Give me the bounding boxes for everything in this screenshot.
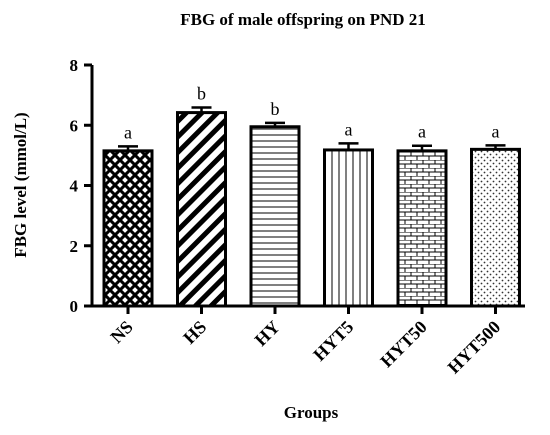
bar-group: a	[323, 119, 374, 308]
significance-label: a	[418, 122, 426, 142]
y-axis: 0 2 4 6 8	[70, 56, 94, 316]
x-tick-label: HS	[179, 317, 210, 348]
chart-title: FBG of male offspring on PND 21	[180, 10, 426, 29]
significance-label: a	[124, 122, 132, 142]
x-tick-label: HY	[251, 317, 284, 350]
bar-group: b	[176, 83, 227, 308]
x-axis-label: Groups	[284, 403, 339, 422]
x-tick-label: HYT500	[444, 317, 505, 378]
bar-group: b	[249, 99, 301, 308]
y-tick-label: 2	[70, 237, 79, 256]
y-tick-label: 0	[70, 297, 79, 316]
bar	[470, 147, 521, 308]
bar	[396, 149, 448, 308]
significance-label: b	[271, 99, 280, 119]
bar	[102, 149, 154, 308]
bar-group: a	[396, 122, 448, 308]
y-tick-label: 6	[70, 116, 79, 135]
x-axis: NS HS HY HYT5 HYT50 HYT500	[91, 304, 525, 378]
x-tick-label: NS	[106, 317, 136, 347]
x-tick-label: HYT50	[376, 317, 430, 371]
bar-group: a	[470, 121, 521, 308]
bars-group: a b b a a a	[102, 83, 521, 308]
y-tick-label: 8	[70, 56, 79, 75]
bar	[249, 125, 301, 308]
significance-label: a	[345, 119, 353, 139]
x-tick-label: HYT5	[309, 317, 357, 365]
y-tick-label: 4	[70, 177, 79, 196]
y-axis-label: FBG level (mmol/L)	[11, 112, 30, 257]
significance-label: a	[492, 121, 500, 141]
bar-group: a	[102, 122, 154, 308]
bar	[176, 111, 227, 308]
significance-label: b	[197, 83, 206, 103]
bar	[323, 148, 374, 308]
